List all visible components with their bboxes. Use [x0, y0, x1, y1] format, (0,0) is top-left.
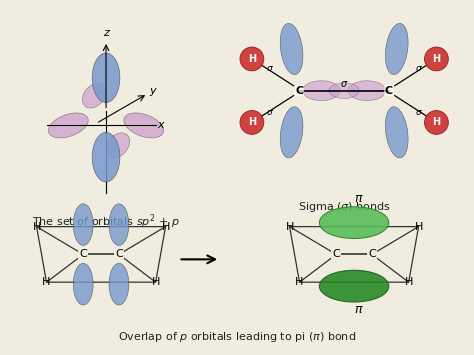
Text: Sigma ($\sigma$) bonds: Sigma ($\sigma$) bonds	[298, 200, 391, 214]
Ellipse shape	[48, 113, 88, 138]
Ellipse shape	[329, 83, 359, 99]
Text: $\sigma$: $\sigma$	[340, 79, 348, 89]
Text: H: H	[285, 222, 294, 231]
Text: $\sigma$: $\sigma$	[266, 108, 273, 117]
Text: C: C	[368, 250, 376, 260]
Ellipse shape	[385, 23, 408, 75]
Ellipse shape	[319, 270, 389, 302]
Ellipse shape	[92, 53, 120, 103]
Text: y: y	[150, 86, 156, 96]
Text: C: C	[115, 250, 123, 260]
Circle shape	[240, 110, 264, 134]
Text: C: C	[79, 250, 87, 260]
Text: C: C	[295, 86, 303, 96]
Ellipse shape	[73, 263, 93, 305]
Text: Overlap of $p$ orbitals leading to pi ($\pi$) bond: Overlap of $p$ orbitals leading to pi ($…	[118, 330, 356, 344]
Circle shape	[425, 110, 448, 134]
Ellipse shape	[348, 81, 386, 100]
Ellipse shape	[92, 132, 120, 182]
Text: C: C	[385, 86, 393, 96]
Text: The set of orbitals $sp^2$ + $p$: The set of orbitals $sp^2$ + $p$	[32, 213, 180, 231]
Text: $\sigma$: $\sigma$	[266, 64, 273, 73]
Circle shape	[240, 47, 264, 71]
Text: C: C	[332, 250, 340, 260]
Circle shape	[425, 47, 448, 71]
Text: H: H	[295, 277, 304, 287]
Ellipse shape	[280, 107, 303, 158]
Ellipse shape	[319, 207, 389, 239]
Text: H: H	[432, 54, 440, 64]
Text: $\sigma$: $\sigma$	[415, 64, 422, 73]
Text: x: x	[158, 120, 164, 130]
Text: H: H	[414, 222, 423, 231]
Text: $\pi$: $\pi$	[354, 304, 364, 316]
Ellipse shape	[385, 107, 408, 158]
Text: H: H	[248, 54, 256, 64]
Ellipse shape	[106, 133, 130, 158]
Ellipse shape	[302, 81, 340, 100]
Ellipse shape	[82, 83, 106, 108]
Ellipse shape	[280, 23, 303, 75]
Text: $\sigma$: $\sigma$	[415, 108, 422, 117]
Text: H: H	[248, 118, 256, 127]
Text: H: H	[152, 277, 160, 287]
Text: H: H	[404, 277, 413, 287]
Text: H: H	[161, 222, 170, 231]
Ellipse shape	[109, 204, 129, 245]
Ellipse shape	[124, 113, 164, 138]
Text: z: z	[103, 28, 109, 38]
Ellipse shape	[109, 263, 129, 305]
Text: H: H	[42, 277, 51, 287]
Ellipse shape	[73, 204, 93, 245]
Text: $\pi$: $\pi$	[354, 192, 364, 205]
Text: H: H	[432, 118, 440, 127]
Text: H: H	[32, 222, 41, 231]
